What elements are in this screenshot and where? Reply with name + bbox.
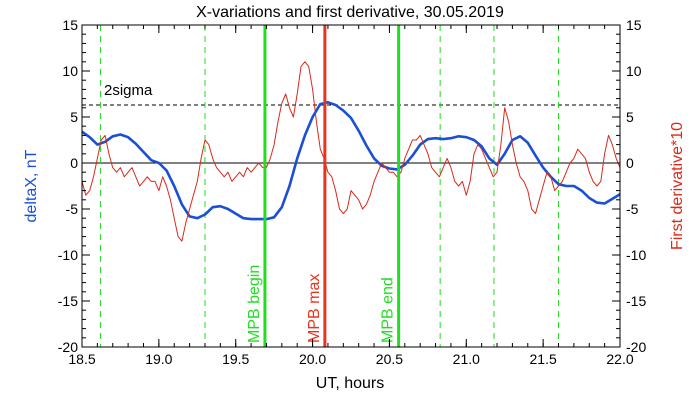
y-tick-label-right-6: 10 xyxy=(626,63,642,79)
plot-frame xyxy=(81,24,621,348)
y-tick-label-left-4: 0 xyxy=(70,155,78,171)
y-tick-label-right-5: 5 xyxy=(626,109,634,125)
x-tick-label-3: 20.0 xyxy=(299,351,326,367)
series-layer xyxy=(81,61,621,242)
y-tick-label-left-5: 5 xyxy=(70,109,78,125)
x-tick-label-0: 18.5 xyxy=(68,351,95,367)
x-tick-label-7: 22.0 xyxy=(606,351,633,367)
threshold-layer: 2sigma xyxy=(82,82,620,106)
x-tick-label-4: 20.5 xyxy=(376,351,403,367)
threshold-label: 2sigma xyxy=(104,82,153,99)
marker-label-mpb-end: MPB end xyxy=(380,277,397,343)
y-tick-label-right-2: -10 xyxy=(626,247,646,263)
y-tick-label-right-4: 0 xyxy=(626,155,634,171)
y-tick-label-left-0: -20 xyxy=(58,339,78,355)
x-tick-label-5: 21.0 xyxy=(453,351,480,367)
y-tick-label-left-6: 10 xyxy=(62,63,78,79)
y-tick-label-right-3: -5 xyxy=(626,201,639,217)
x-tick-label-2: 19.5 xyxy=(222,351,249,367)
y-axis-label-right: First derivative*10 xyxy=(669,122,686,250)
y-tick-label-right-7: 15 xyxy=(626,17,642,33)
y-tick-label-right-1: -15 xyxy=(626,293,646,309)
y-tick-label-left-7: 15 xyxy=(62,17,78,33)
y-tick-label-left-3: -5 xyxy=(66,201,79,217)
dashed-verticals-layer xyxy=(99,25,560,347)
marker-label-mpb-begin: MPB begin xyxy=(246,265,263,343)
series-deltax-line xyxy=(81,101,621,221)
x-tick-label-1: 19.0 xyxy=(145,351,172,367)
marker-label-mpb-max: MPB max xyxy=(306,274,323,343)
chart-title: X-variations and first derivative, 30.05… xyxy=(196,4,504,21)
y-tick-label-right-0: -20 xyxy=(626,339,646,355)
y-tick-label-left-2: -10 xyxy=(58,247,78,263)
x-axis-label: UT, hours xyxy=(316,375,384,392)
y-tick-label-left-1: -15 xyxy=(58,293,78,309)
ticks-layer: 18.5 19.0 19.5 20.0 20.5 21.0 21.5 22.0-20 -20-1… xyxy=(58,17,647,367)
axes-layer xyxy=(81,24,621,348)
y-axis-label-left: deltaX, nT xyxy=(23,149,40,222)
x-tick-label-6: 21.5 xyxy=(530,351,557,367)
series-derivative-line xyxy=(81,61,621,242)
markers-layer: MPB begin MPB max MPB end xyxy=(246,25,401,347)
